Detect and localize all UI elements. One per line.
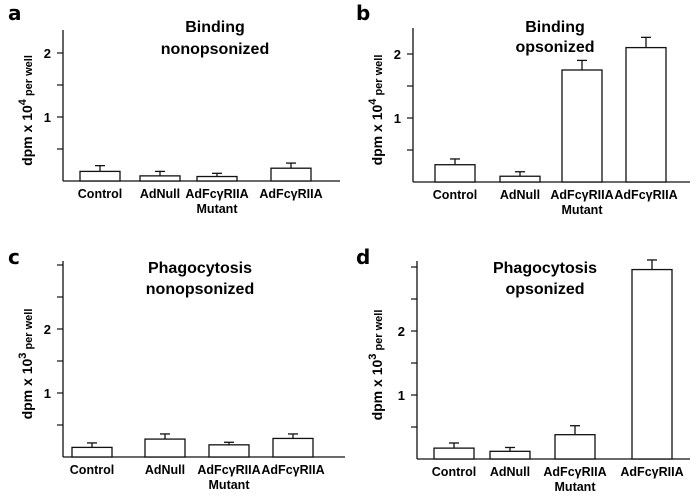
x-tick-label: AdNull (140, 187, 180, 201)
y-tick-label: 2 (398, 324, 405, 339)
chart-title-line: nonopsonized (161, 41, 269, 58)
x-tick-label: AdFcγRIIA (197, 463, 260, 477)
y-axis-label: dpm x 103 per well (17, 309, 35, 420)
bar (561, 69, 603, 183)
bar (144, 438, 186, 458)
panel-label: a (8, 1, 22, 25)
x-tick-label: AdFcγRIIA (185, 187, 248, 201)
y-tick-label: 1 (398, 388, 405, 403)
bar (433, 447, 475, 460)
bar (139, 175, 181, 182)
y-tick-label: 1 (394, 111, 401, 126)
x-tick-label: AdFcγRIIA (261, 463, 324, 477)
y-axis-label: dpm x 104 per well (367, 55, 385, 166)
chart-title-line: Binding (185, 19, 245, 36)
y-label-main: dpm x 10 (19, 105, 35, 166)
bar (79, 170, 121, 182)
x-tick-label: Control (70, 463, 114, 477)
y-axis-label: dpm x 103 per well (367, 310, 385, 421)
panel-b: b Binding opsonized 1 2 dpm x 104 per well Con… (356, 1, 690, 217)
bar (434, 164, 476, 183)
bar (196, 175, 238, 182)
y-tick-label: 2 (44, 322, 51, 337)
panel-label: d (356, 245, 370, 269)
x-tick-label: AdFcγRIIA (614, 188, 677, 202)
x-tick-label: AdFcγRIIA (543, 465, 606, 479)
y-tick-label: 1 (44, 110, 51, 125)
x-tick-label: AdNull (490, 465, 530, 479)
y-label-exponent: 4 (367, 98, 379, 105)
bar (631, 268, 673, 460)
chart-title-line: Binding (525, 19, 585, 36)
x-tick-label: Control (432, 465, 476, 479)
panel-a: a Binding nonopsonized 1 2 dpm x 104 per well… (8, 1, 340, 216)
bar (625, 46, 667, 183)
chart-title-line: Phagocytosis (148, 260, 252, 277)
x-tick-label: AdFcγRIIA (620, 465, 683, 479)
panel-label: c (8, 245, 20, 269)
y-tick-label: 2 (44, 46, 51, 61)
x-tick-label: AdFcγRIIA (550, 188, 613, 202)
x-tick-label: Control (433, 188, 477, 202)
bar (270, 167, 312, 182)
y-label-main: dpm x 10 (369, 360, 385, 421)
y-tick-label: 2 (394, 47, 401, 62)
panel-d: d Phagocytosis opsonized 1 2 dpm x 103 per we… (356, 245, 690, 494)
bar (499, 175, 541, 183)
panel-label: b (356, 1, 370, 25)
y-label-unit: per well (373, 55, 385, 99)
y-label-unit: per well (23, 55, 35, 99)
bar (489, 450, 531, 460)
chart-title-line: Phagocytosis (493, 260, 597, 277)
y-label-unit: per well (373, 310, 385, 354)
x-tick-label: AdNull (500, 188, 540, 202)
y-label-exponent: 3 (367, 354, 379, 360)
x-tick-label: AdNull (145, 463, 185, 477)
bar (554, 434, 596, 460)
x-tick-label: Mutant (197, 202, 239, 216)
chart-title-line: nonopsonized (146, 281, 254, 298)
bar (71, 446, 113, 458)
x-tick-label: Control (78, 187, 122, 201)
chart-title-line: opsonized (505, 281, 584, 298)
y-label-exponent: 3 (17, 353, 29, 359)
x-tick-label: Mutant (555, 480, 597, 494)
panel-c: c Phagocytosis nonopsonized 1 2 dpm x 103 per… (8, 245, 345, 492)
y-label-main: dpm x 10 (369, 105, 385, 166)
y-axis-label: dpm x 104 per well (17, 55, 35, 166)
y-label-exponent: 4 (17, 98, 29, 105)
x-tick-label: Mutant (209, 478, 251, 492)
x-tick-label: AdFcγRIIA (259, 187, 322, 201)
bar (208, 444, 250, 458)
chart-title-line: opsonized (515, 39, 594, 56)
bar (272, 437, 314, 458)
y-label-unit: per well (23, 309, 35, 353)
y-tick-label: 1 (44, 386, 51, 401)
y-label-main: dpm x 10 (19, 359, 35, 420)
x-tick-label: Mutant (562, 203, 604, 217)
